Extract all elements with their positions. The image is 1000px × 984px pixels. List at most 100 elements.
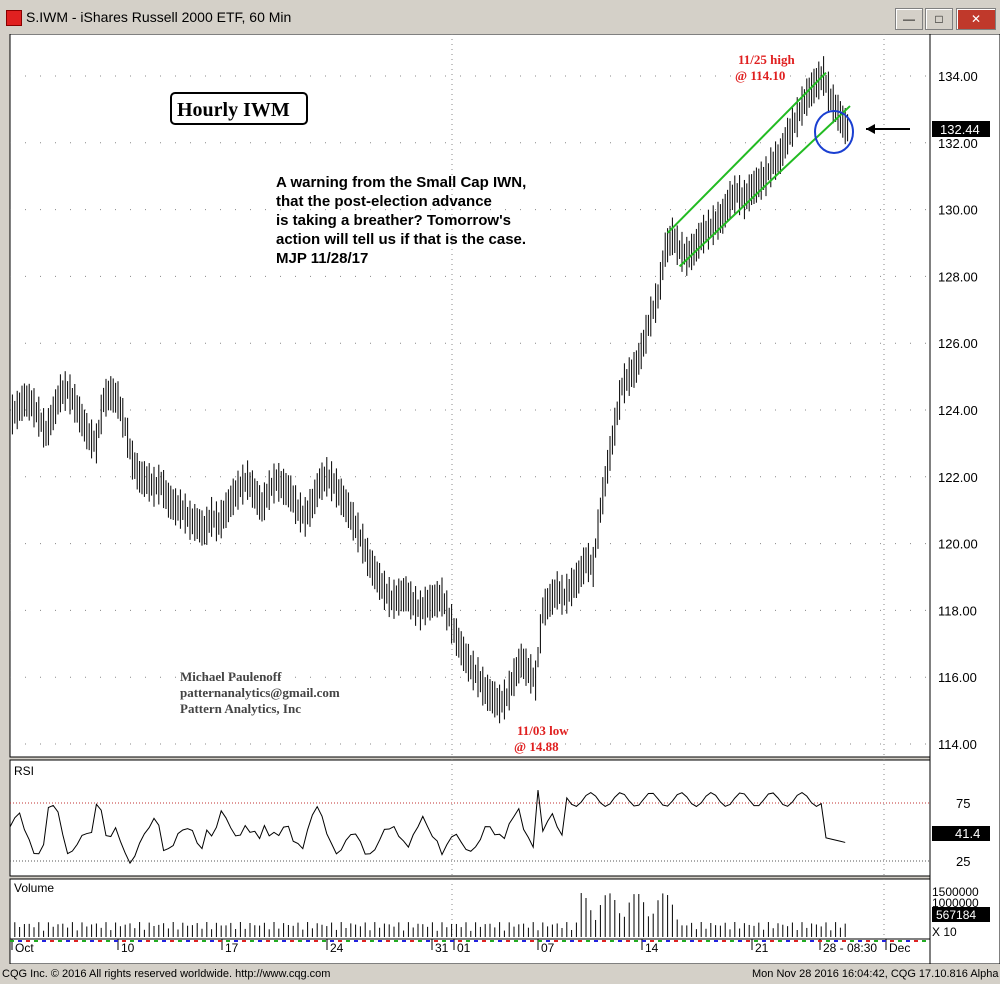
session-marker: [890, 940, 894, 942]
copyright-text: CQG Inc. © 2016 All rights reserved worl…: [2, 968, 331, 980]
date-label: 21: [755, 941, 769, 955]
title-box-text: Hourly IWM: [177, 99, 290, 121]
session-marker: [66, 940, 70, 942]
session-marker: [834, 940, 838, 942]
date-label: 14: [645, 941, 659, 955]
session-marker: [770, 940, 774, 942]
session-marker: [74, 940, 78, 942]
session-marker: [218, 940, 222, 942]
date-label: Dec: [889, 941, 910, 955]
session-marker: [698, 940, 702, 942]
signature-line: Michael Paulenoff: [180, 669, 282, 684]
session-marker: [322, 940, 326, 942]
session-marker: [642, 940, 646, 942]
session-marker: [898, 940, 902, 942]
session-marker: [754, 940, 758, 942]
session-marker: [394, 940, 398, 942]
volume-last-value: 567184: [936, 908, 976, 922]
session-marker: [362, 940, 366, 942]
lower-channel-line: [678, 105, 851, 268]
session-marker: [18, 940, 22, 942]
session-marker: [354, 940, 358, 942]
session-marker: [442, 940, 446, 942]
rsi-panel: [9, 759, 931, 877]
session-marker: [338, 940, 342, 942]
session-marker: [290, 940, 294, 942]
session-marker: [922, 940, 926, 942]
session-marker: [610, 940, 614, 942]
price-tick-label: 130.00: [938, 203, 978, 218]
session-marker: [306, 940, 310, 942]
minimize-button[interactable]: —: [895, 8, 923, 30]
session-marker: [282, 940, 286, 942]
volume-label: Volume: [14, 881, 54, 895]
date-label: 24: [330, 941, 344, 955]
high-annotation: 11/25 high: [738, 52, 795, 67]
volume-scale-label: 1000000: [932, 896, 979, 910]
upper-channel-line: [666, 71, 827, 234]
session-marker: [122, 940, 126, 942]
session-marker: [714, 940, 718, 942]
volume-scale-label: 1500000: [932, 885, 979, 899]
session-marker: [146, 940, 150, 942]
session-marker: [98, 940, 102, 942]
session-marker: [426, 940, 430, 942]
price-tick-label: 126.00: [938, 336, 978, 351]
rsi-scale-label: 75: [956, 796, 970, 811]
session-marker: [650, 940, 654, 942]
session-marker: [402, 940, 406, 942]
session-marker: [170, 940, 174, 942]
session-marker: [26, 940, 30, 942]
app-icon: [6, 10, 22, 26]
timestamp-text: Mon Nov 28 2016 16:04:42, CQG 17.10.816 …: [752, 968, 999, 980]
low-value: @ 14.88: [514, 739, 559, 754]
title-bar: S.IWM - iShares Russell 2000 ETF, 60 Min…: [0, 0, 1000, 34]
signature-line: patternanalytics@gmail.com: [180, 685, 340, 700]
maximize-button[interactable]: □: [925, 8, 953, 30]
rsi-last-tag: [932, 826, 990, 841]
session-marker: [274, 940, 278, 942]
comment-line: is taking a breather? Tomorrow's: [276, 212, 511, 229]
session-marker: [906, 940, 910, 942]
session-marker: [810, 940, 814, 942]
session-marker: [594, 940, 598, 942]
session-marker: [746, 940, 750, 942]
high-value: @ 114.10: [735, 68, 785, 83]
session-marker: [266, 940, 270, 942]
session-marker: [722, 940, 726, 942]
session-marker: [386, 940, 390, 942]
last-price-value: 132.44: [940, 122, 980, 137]
rsi-label: RSI: [14, 764, 34, 778]
session-marker: [826, 940, 830, 942]
close-button[interactable]: ✕: [956, 8, 996, 30]
date-label: 31: [435, 941, 449, 955]
session-marker: [10, 940, 14, 942]
session-marker: [130, 940, 134, 942]
price-tick-label: 116.00: [938, 670, 977, 685]
session-marker: [554, 940, 558, 942]
session-marker: [562, 940, 566, 942]
comment-line: A warning from the Small Cap IWN,: [276, 174, 526, 191]
session-marker: [450, 940, 454, 942]
session-marker: [466, 940, 470, 942]
session-marker: [314, 940, 318, 942]
date-axis-extra: X 10: [932, 925, 957, 939]
session-marker: [34, 940, 38, 942]
session-marker: [114, 940, 118, 942]
price-tick-label: 118.00: [938, 603, 977, 618]
date-label: 07: [541, 941, 555, 955]
highlight-circle: [814, 110, 854, 154]
session-marker: [58, 940, 62, 942]
session-marker: [634, 940, 638, 942]
price-scale-panel: [929, 34, 1000, 964]
session-marker: [802, 940, 806, 942]
session-marker: [818, 940, 822, 942]
low-annotation: 11/03 low: [517, 723, 569, 738]
price-panel: [9, 34, 931, 758]
session-marker: [210, 940, 214, 942]
session-marker: [186, 940, 190, 942]
session-marker: [658, 940, 662, 942]
session-marker: [546, 940, 550, 942]
date-label: 17: [225, 941, 239, 955]
session-marker: [482, 940, 486, 942]
